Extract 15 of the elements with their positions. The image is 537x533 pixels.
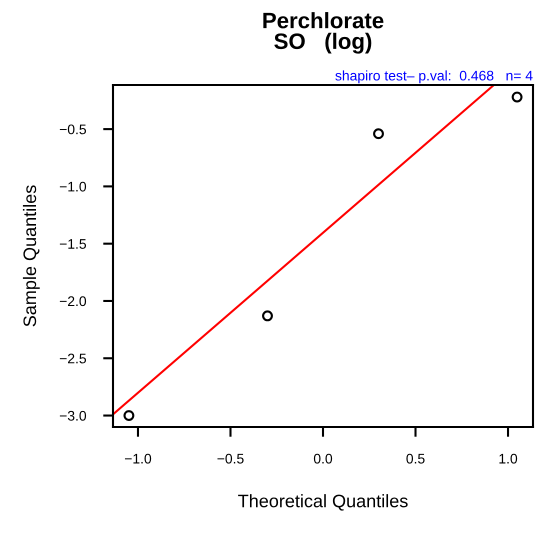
y-tick-label: −2.5	[60, 354, 86, 364]
x-axis-title: Theoretical Quantiles	[238, 494, 408, 511]
x-tick-label: −1.0	[124, 454, 152, 464]
x-tick-label: 0.0	[314, 454, 332, 464]
chart-title: Perchlorate SO (log)	[263, 12, 384, 54]
text: shapiro test– p.val: 0.468 n= 4	[335, 70, 533, 84]
x-tick-label: 1.0	[499, 454, 518, 464]
y-tick-label: −2.0	[60, 296, 86, 306]
x-tick-label: 0.5	[406, 454, 425, 464]
x-tick-label: −0.5	[217, 454, 244, 464]
y-tick-label: −0.5	[60, 124, 86, 134]
y-tick-label: −1.0	[60, 182, 86, 192]
y-tick-label: −1.5	[60, 239, 86, 249]
y-axis-title: Sample Quantiles	[22, 185, 40, 326]
y-tick-label: −3.0	[60, 410, 86, 421]
